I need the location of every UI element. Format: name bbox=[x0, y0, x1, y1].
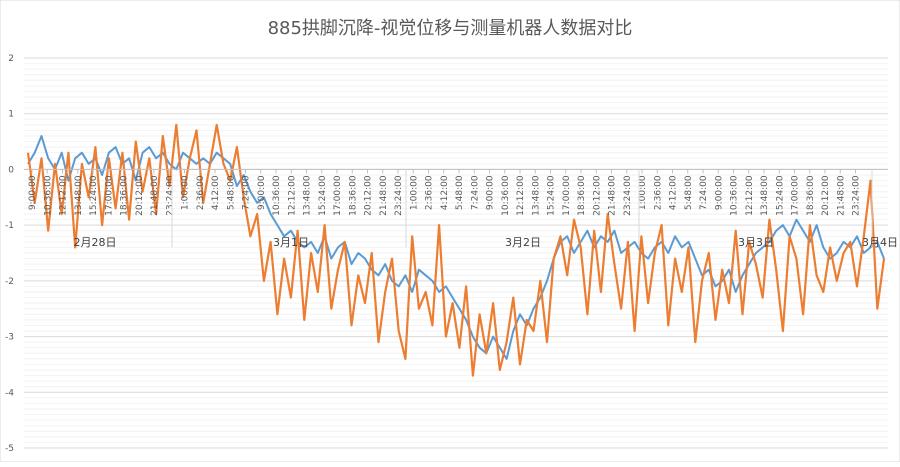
x-time-label: 2:36:00 bbox=[425, 175, 435, 210]
x-time-label: 23:24:00 bbox=[852, 175, 862, 216]
x-time-label: 1:00:00 bbox=[638, 175, 648, 210]
y-tick-label: -3 bbox=[5, 333, 14, 343]
x-time-label: 10:36:00 bbox=[272, 175, 282, 216]
x-time-label: 4:12:00 bbox=[440, 175, 450, 210]
x-time-label: 15:24:00 bbox=[89, 175, 99, 216]
x-time-label: 13:48:00 bbox=[760, 175, 770, 216]
x-time-label: 20:12:00 bbox=[135, 175, 145, 216]
x-time-label: 7:24:00 bbox=[699, 175, 709, 210]
x-time-label: 9:00:00 bbox=[28, 175, 38, 210]
x-time-label: 10:36:00 bbox=[43, 175, 53, 216]
x-time-label: 1:00:00 bbox=[181, 175, 191, 210]
y-tick-label: -5 bbox=[5, 444, 14, 454]
x-time-label: 7:24:00 bbox=[470, 175, 480, 210]
x-time-label: 23:24:00 bbox=[623, 175, 633, 216]
x-time-label: 20:12:00 bbox=[592, 175, 602, 216]
x-time-label: 17:00:00 bbox=[333, 175, 343, 216]
x-time-label: 13:48:00 bbox=[531, 175, 541, 216]
x-time-label: 21:48:00 bbox=[150, 175, 160, 216]
x-date-label: 3月4日 bbox=[862, 236, 898, 249]
x-time-label: 1:00:00 bbox=[409, 175, 419, 210]
x-date-label: 3月3日 bbox=[738, 236, 774, 249]
x-time-label: 18:36:00 bbox=[120, 175, 130, 216]
x-time-label: 9:00:00 bbox=[257, 175, 267, 210]
x-time-label: 21:48:00 bbox=[608, 175, 618, 216]
x-time-label: 9:00:00 bbox=[486, 175, 496, 210]
y-tick-label: 0 bbox=[8, 165, 14, 175]
x-time-label: 5:48:00 bbox=[684, 175, 694, 210]
y-tick-label: -1 bbox=[5, 221, 14, 231]
x-time-label: 20:12:00 bbox=[821, 175, 831, 216]
x-time-label: 9:00:00 bbox=[714, 175, 724, 210]
x-time-label: 13:48:00 bbox=[74, 175, 84, 216]
x-time-label: 17:00:00 bbox=[562, 175, 572, 216]
x-time-label: 15:24:00 bbox=[547, 175, 557, 216]
series-line-2 bbox=[26, 123, 886, 377]
x-time-label: 15:24:00 bbox=[775, 175, 785, 216]
x-time-label: 23:24:00 bbox=[394, 175, 404, 216]
x-axis-time-labels: 9:00:00 10:36:00 12:12:00 13:48:00 15:24:00 1… bbox=[28, 175, 862, 216]
x-time-label: 5:48:00 bbox=[226, 175, 236, 210]
x-time-label: 12:12:00 bbox=[287, 175, 297, 216]
x-time-label: 10:36:00 bbox=[730, 175, 740, 216]
x-time-label: 4:12:00 bbox=[211, 175, 221, 210]
x-time-label: 2:36:00 bbox=[196, 175, 206, 210]
x-time-label: 12:12:00 bbox=[745, 175, 755, 216]
y-tick-label: 1 bbox=[8, 110, 14, 120]
x-time-label: 7:24:00 bbox=[242, 175, 252, 210]
y-tick-label: 2 bbox=[8, 54, 14, 64]
category-axis bbox=[24, 168, 888, 174]
x-time-label: 20:12:00 bbox=[364, 175, 374, 216]
x-time-label: 10:36:00 bbox=[501, 175, 511, 216]
series-line-1 bbox=[27, 135, 885, 360]
y-tick-label: -4 bbox=[5, 388, 14, 398]
x-time-label: 12:12:00 bbox=[516, 175, 526, 216]
x-time-label: 5:48:00 bbox=[455, 175, 465, 210]
x-time-label: 21:48:00 bbox=[379, 175, 389, 216]
x-axis-date-labels: 2月28日 3月1日 3月2日 3月3日 3月4日 bbox=[74, 169, 898, 249]
series-lines bbox=[26, 123, 886, 377]
x-time-label: 17:00:00 bbox=[791, 175, 801, 216]
y-tick-label: -2 bbox=[5, 277, 14, 287]
x-time-label: 18:36:00 bbox=[806, 175, 816, 216]
x-date-label: 2月28日 bbox=[74, 236, 117, 249]
y-axis-tick-labels: 2 1 0 -1 -2 -3 -4 -5 bbox=[5, 54, 14, 454]
x-time-label: 4:12:00 bbox=[669, 175, 679, 210]
x-date-label: 3月2日 bbox=[505, 236, 541, 249]
x-time-label: 18:36:00 bbox=[348, 175, 358, 216]
x-time-label: 2:36:00 bbox=[653, 175, 663, 210]
x-time-label: 12:12:00 bbox=[59, 175, 69, 216]
x-time-label: 17:00:00 bbox=[104, 175, 114, 216]
x-time-label: 21:48:00 bbox=[836, 175, 846, 216]
x-time-label: 15:24:00 bbox=[318, 175, 328, 216]
x-time-label: 13:48:00 bbox=[303, 175, 313, 216]
x-date-label: 3月1日 bbox=[273, 236, 309, 249]
x-time-label: 18:36:00 bbox=[577, 175, 587, 216]
x-time-label: 23:24:00 bbox=[165, 175, 175, 216]
chart-title: 885拱脚沉降-视觉位移与测量机器人数据对比 bbox=[268, 18, 633, 39]
